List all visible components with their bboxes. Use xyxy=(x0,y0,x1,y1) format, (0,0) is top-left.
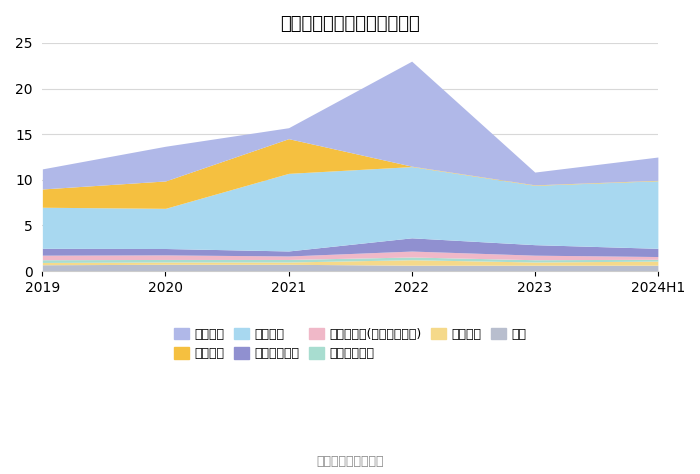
Text: 数据来源：恒生聚源: 数据来源：恒生聚源 xyxy=(316,455,384,467)
Title: 历年主要负债堆积图（亿元）: 历年主要负债堆积图（亿元） xyxy=(280,15,420,33)
Legend: 短期借款, 应付票据, 应付账款, 应付职工薪酬, 其他应付款(含利息和股利), 其他流动负债, 长期借款, 其它: 短期借款, 应付票据, 应付账款, 应付职工薪酬, 其他应付款(含利息和股利),… xyxy=(169,323,531,365)
